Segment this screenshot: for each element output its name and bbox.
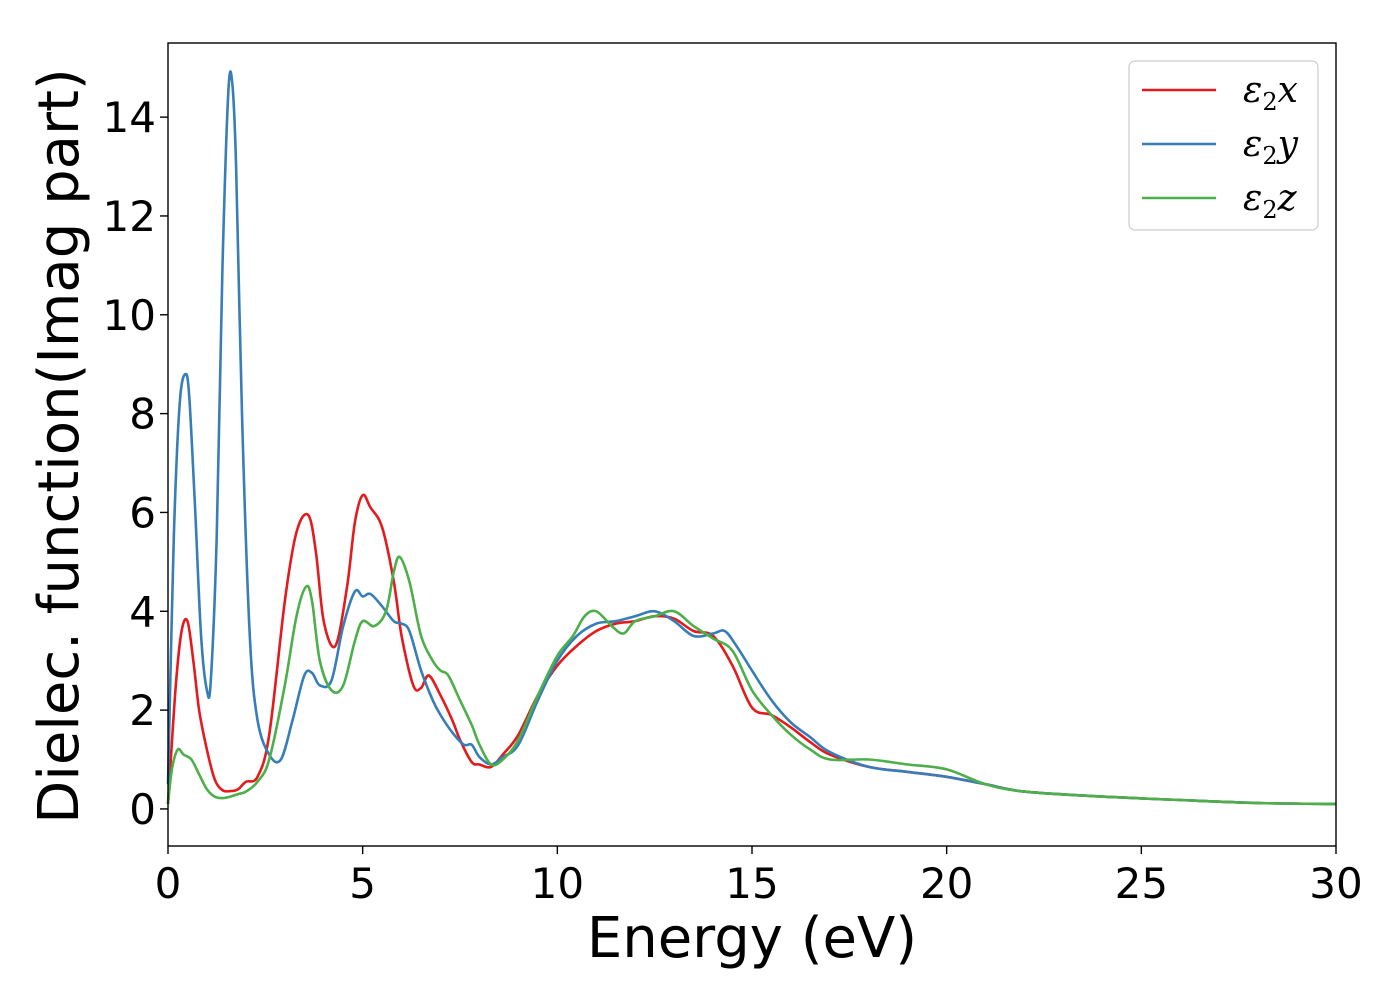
x-axis-title: Energy (eV) (587, 906, 917, 971)
y-axis-title: Dielec. function(Imag part) (27, 68, 92, 824)
legend-label-z: ε2z (1243, 178, 1298, 224)
y-axis: 0 2 4 6 8 10 12 14 (103, 93, 168, 834)
legend-label-y: ε2y (1243, 124, 1299, 170)
y-tick-label: 0 (129, 785, 156, 834)
y-tick-label: 4 (129, 587, 156, 636)
legend-box (1128, 60, 1319, 231)
x-axis: 0 5 10 15 20 25 30 (155, 846, 1363, 908)
x-tick-label: 5 (349, 859, 376, 908)
x-tick-label: 10 (531, 859, 584, 908)
series-line-y (166, 70, 1337, 806)
y-tick-label: 10 (103, 291, 156, 340)
x-tick-label: 15 (725, 859, 778, 908)
y-tick-label: 6 (129, 488, 156, 537)
y-tick-label: 2 (129, 686, 156, 735)
legend: ε2x ε2y ε2z (1128, 60, 1319, 231)
legend-label-x: ε2x (1243, 70, 1298, 116)
series-line-x (166, 493, 1337, 806)
x-tick-label: 20 (920, 859, 973, 908)
series-layer (166, 70, 1337, 806)
x-tick-label: 25 (1115, 859, 1168, 908)
y-tick-label: 8 (129, 390, 156, 439)
x-tick-label: 0 (155, 859, 182, 908)
x-tick-label: 30 (1309, 859, 1362, 908)
y-tick-label: 14 (103, 93, 156, 142)
series-line-z (166, 555, 1337, 806)
y-tick-label: 12 (103, 192, 156, 241)
